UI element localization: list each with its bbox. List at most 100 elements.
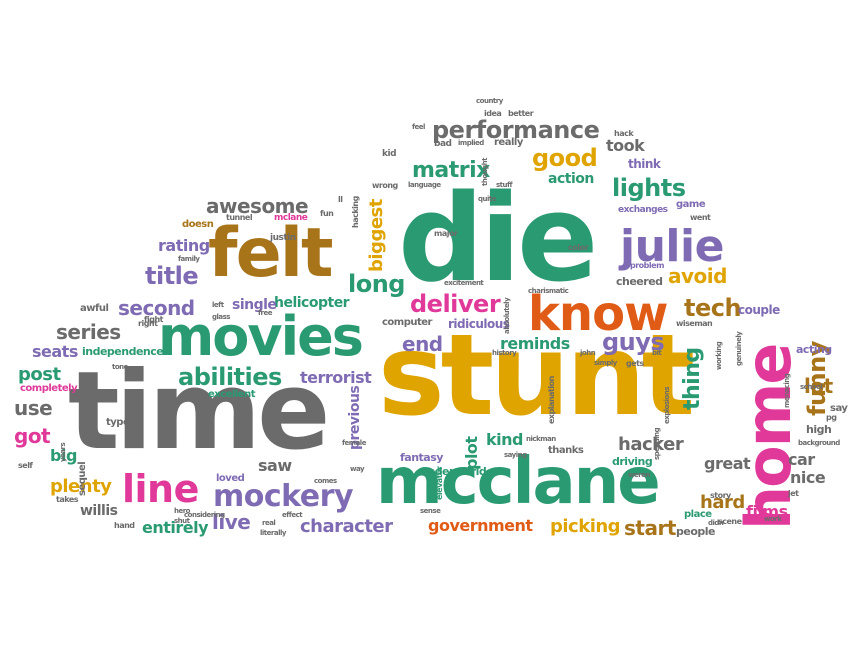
word-kid: kid [382, 149, 397, 159]
word-didn: didn [708, 519, 724, 527]
word-performance: performance [432, 116, 600, 144]
word-awesome: awesome [206, 194, 309, 218]
word-long: long [348, 270, 405, 298]
word-computer: computer [382, 317, 433, 328]
word-say: say [830, 403, 848, 414]
word-genuinely: genuinely [735, 331, 743, 366]
word-awful: awful [80, 303, 109, 314]
word-gets: gets [626, 359, 644, 368]
word-end: end [402, 332, 443, 356]
word-character: character [300, 516, 393, 537]
word-john: john [580, 349, 596, 357]
word-stuff: stuff [496, 181, 513, 189]
word-avoid: avoid [668, 264, 727, 288]
word-post: post [18, 364, 61, 385]
word-saying: saying [504, 451, 527, 459]
word-julie: julie [620, 221, 724, 272]
word-language: language [408, 181, 441, 189]
word-self: self [18, 461, 33, 470]
word-right: right [138, 319, 158, 328]
word-tunnel: tunnel [226, 213, 253, 222]
word-car: car [788, 450, 815, 469]
word-cheered: cheered [616, 275, 663, 288]
word-color: color [568, 243, 588, 252]
word-speeding: speeding [653, 427, 661, 460]
word-elevator: elevator [435, 466, 444, 500]
word-exchanges: exchanges [618, 205, 668, 215]
word-single: single [232, 297, 277, 313]
word-ridiculous: ridiculous [448, 317, 510, 331]
word-female: female [342, 439, 366, 447]
word-high: high [806, 423, 832, 436]
word-mockery: mockery [213, 479, 354, 514]
word-live: live [212, 510, 251, 534]
word-country: country [476, 97, 503, 105]
word-went: went [690, 213, 711, 222]
word-hero: hero [174, 507, 191, 515]
word-title: title [145, 262, 199, 290]
word-wrong: wrong [372, 181, 398, 190]
word-place: place [684, 509, 712, 520]
word-series: series [56, 320, 121, 344]
word-effect: effect [282, 511, 303, 519]
word-hacking: hacking [351, 196, 360, 228]
word-bad: bad [434, 139, 452, 149]
word-explosions: explosions [663, 386, 671, 424]
word-absolutely: absolutely [503, 297, 511, 334]
word-left: left [212, 301, 224, 309]
word-tone: tone [112, 363, 128, 371]
word-jet: jet [788, 489, 799, 498]
word-literally: literally [260, 529, 286, 537]
word-couple: couple [738, 303, 780, 317]
word-considering: considering [184, 511, 225, 519]
word-loved: loved [216, 473, 245, 484]
word-excitement: excitement [444, 279, 484, 287]
word-real: real [262, 519, 276, 527]
word-think: think [628, 157, 661, 171]
word-glass: glass [212, 313, 230, 321]
word-people: people [676, 525, 716, 538]
word-government: government [428, 516, 533, 535]
word-shut: shut [174, 517, 190, 525]
word-hacker: hacker [618, 434, 684, 455]
word-history: history [492, 349, 517, 357]
word-pg: pg [826, 413, 837, 422]
word-family: family [178, 255, 200, 263]
word-rating: rating [158, 236, 210, 255]
word-nickman: nickman [526, 435, 556, 443]
word-feel: feel [412, 123, 425, 131]
word-biggest: biggest [366, 199, 387, 272]
word-saw: saw [258, 456, 292, 475]
word-helicopter: helicopter [274, 295, 350, 311]
word-abilities: abilities [178, 363, 282, 391]
word-thought: thought [481, 158, 489, 186]
word-mclane: mclane [274, 213, 308, 223]
word-major: major [434, 229, 458, 238]
word-films: films [746, 502, 788, 521]
word-really: really [494, 137, 523, 148]
word-big: big [50, 446, 77, 465]
word-hard: hard [700, 492, 745, 513]
word-charismatic: charismatic [528, 287, 569, 295]
word-school: school [800, 383, 823, 391]
word-better: better [508, 109, 534, 118]
word-working: working [715, 341, 723, 370]
word-got: got [14, 424, 51, 448]
word-type: type [106, 417, 130, 428]
word-sequel: sequel [77, 461, 88, 496]
word-acting: acting [796, 343, 832, 356]
word-takes: takes [56, 495, 79, 504]
word-stunt: stunt [378, 311, 695, 441]
word-underworld: underworld [420, 465, 487, 478]
word-line: line [122, 467, 199, 511]
word-willis: willis [80, 503, 118, 519]
word-time: time [68, 349, 330, 474]
word-plenty: plenty [50, 476, 112, 497]
word-fantasy: fantasy [400, 451, 443, 464]
word-terrorist: terrorist [300, 368, 372, 387]
word-simply: simply [594, 359, 617, 367]
word-matrix: matrix [412, 158, 490, 183]
word-good: good [532, 144, 598, 172]
word-idea: idea [484, 109, 502, 118]
